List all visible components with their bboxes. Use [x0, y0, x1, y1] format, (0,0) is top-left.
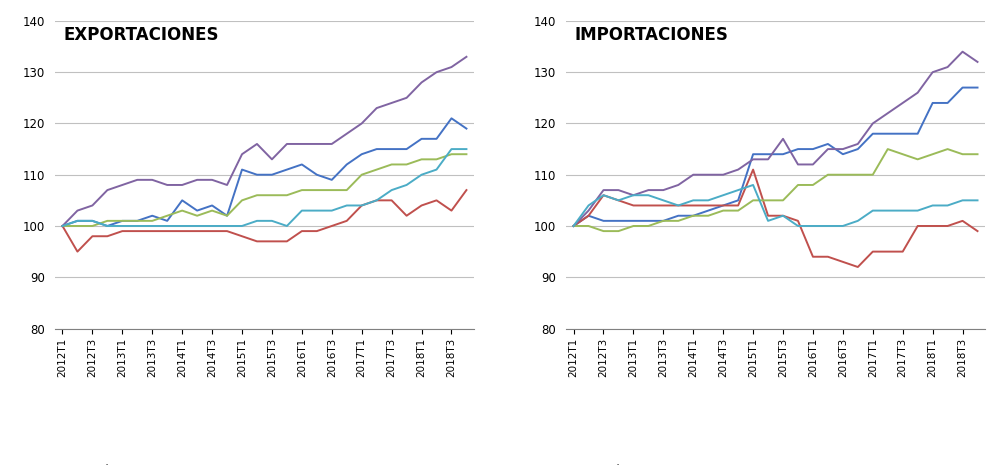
- Text: EXPORTACIONES: EXPORTACIONES: [63, 26, 219, 44]
- Text: IMPORTACIONES: IMPORTACIONES: [574, 26, 728, 44]
